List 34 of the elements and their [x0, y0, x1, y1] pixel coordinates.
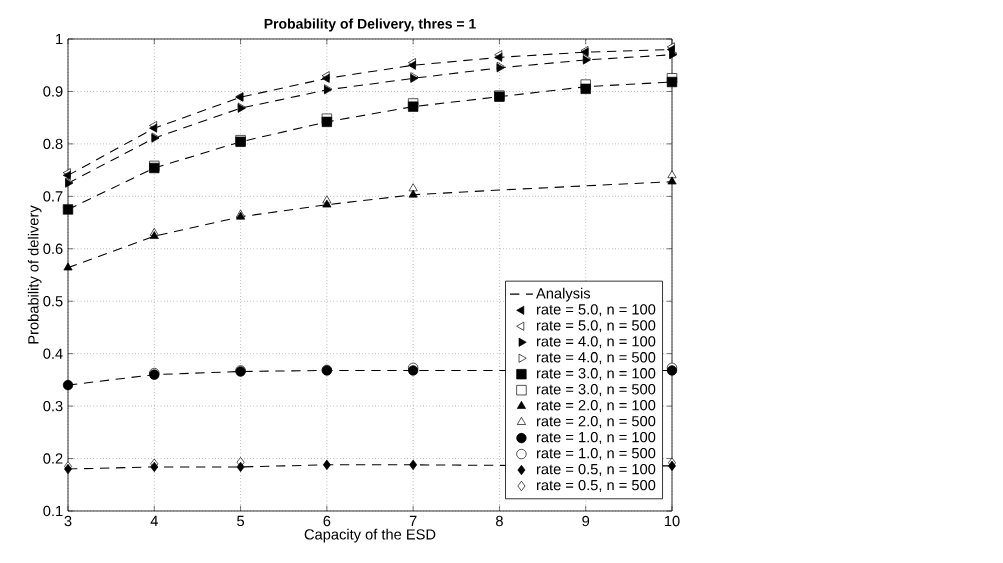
y-tick-label: 0.1: [43, 505, 63, 517]
x-tick-label: 4: [150, 515, 158, 526]
x-tick-label: 8: [495, 515, 503, 527]
legend-label: rate = 2.0, n = 500: [536, 416, 656, 429]
y-tick-label: 0.8: [43, 138, 63, 150]
x-axis-title: Capacity of the ESD: [304, 528, 436, 543]
x-tick-label: 5: [237, 515, 245, 527]
legend-label: Analysis: [536, 287, 591, 302]
legend-label: rate = 3.0, n = 500: [536, 384, 656, 397]
legend-label: rate = 1.0, n = 500: [536, 447, 656, 461]
legend-label: rate = 1.0, n = 100: [536, 431, 656, 445]
legend-label: rate = 2.0, n = 100: [536, 400, 656, 413]
y-tick-label: 0.5: [43, 296, 63, 307]
legend-label: rate = 0.5, n = 500: [536, 479, 656, 493]
legend-label: rate = 4.0, n = 500: [536, 352, 656, 365]
chart-title: Probability of Delivery, thres = 1: [264, 18, 476, 32]
legend-label: rate = 0.5, n = 100: [536, 463, 656, 477]
legend-label: rate = 4.0, n = 100: [536, 336, 656, 349]
x-tick-label: 10: [664, 515, 680, 527]
y-tick-label: 0.4: [43, 348, 63, 359]
y-tick-label: 1: [56, 33, 63, 45]
y-tick-label: 0.6: [43, 243, 63, 254]
y-tick-label: 0.2: [43, 453, 63, 464]
y-tick-label: 0.7: [43, 191, 63, 202]
y-tick-label: 0.3: [43, 400, 63, 412]
y-tick-label: 0.9: [43, 86, 63, 97]
x-tick-label: 6: [323, 515, 331, 527]
x-tick-label: 7: [409, 515, 417, 526]
x-tick-label: 3: [64, 515, 72, 527]
y-axis-title: Probability of delivery: [27, 205, 42, 344]
legend-label: rate = 5.0, n = 500: [536, 320, 656, 333]
legend-label: rate = 5.0, n = 100: [536, 304, 656, 317]
legend-label: rate = 3.0, n = 100: [536, 368, 656, 381]
x-tick-label: 9: [582, 515, 590, 527]
